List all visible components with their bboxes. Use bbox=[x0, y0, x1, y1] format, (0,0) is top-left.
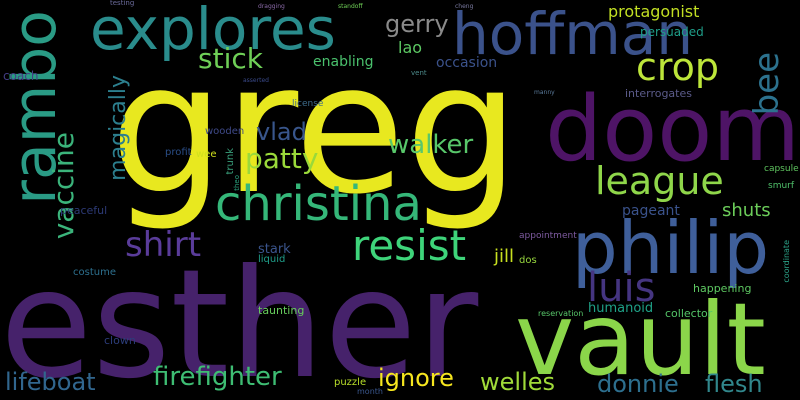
word-vault: vault bbox=[515, 281, 766, 398]
word-coach: coach bbox=[3, 69, 39, 83]
word-hoffman: hoffman bbox=[452, 0, 694, 68]
word-cheng: cheng bbox=[455, 3, 474, 10]
word-capsule: capsule bbox=[764, 164, 799, 174]
word-donnie: donnie bbox=[597, 370, 679, 398]
word-appointment: appointment bbox=[519, 231, 577, 241]
word-patty: patty bbox=[245, 142, 319, 175]
word-luis: luis bbox=[587, 265, 656, 311]
word-standoff: standoff bbox=[338, 3, 363, 10]
word-costume: costume bbox=[73, 267, 116, 278]
word-philip: philip bbox=[572, 206, 770, 290]
word-shirt: shirt bbox=[125, 225, 202, 265]
word-occasion: occasion bbox=[436, 55, 498, 71]
word-explores: explores bbox=[90, 0, 336, 63]
word-manny: manny bbox=[534, 89, 555, 96]
word-asserted: asserted bbox=[243, 77, 269, 84]
word-clown: clown bbox=[104, 334, 136, 347]
word-persuaded: persuaded bbox=[640, 25, 704, 39]
word-bee: bee bbox=[747, 52, 787, 116]
word-theo: theo bbox=[233, 175, 241, 191]
word-vlad: vlad bbox=[256, 118, 307, 146]
word-protagonist: protagonist bbox=[608, 2, 700, 21]
word-collector: collector bbox=[665, 307, 713, 320]
word-resist: resist bbox=[352, 221, 467, 270]
word-magically: magically bbox=[106, 75, 131, 181]
word-gerry: gerry bbox=[385, 10, 449, 38]
word-reservation: reservation bbox=[538, 309, 584, 318]
word-wooden: wooden bbox=[205, 126, 245, 137]
word-esther: esther bbox=[0, 238, 479, 400]
word-dos: dos bbox=[519, 255, 537, 266]
word-vaccine: vaccine bbox=[47, 132, 80, 240]
word-doom: doom bbox=[545, 77, 800, 182]
word-walker: walker bbox=[388, 130, 474, 160]
word-pageant: pageant bbox=[622, 203, 680, 219]
word-stark: stark bbox=[258, 242, 291, 257]
word-license: license bbox=[292, 99, 324, 109]
word-stick: stick bbox=[198, 42, 263, 75]
word-coordinate: coordinate bbox=[782, 240, 791, 283]
word-flesh: flesh bbox=[705, 370, 763, 398]
word-crop: crop bbox=[636, 45, 720, 89]
word-enabling: enabling bbox=[313, 54, 374, 70]
word-lifeboat: lifeboat bbox=[5, 368, 96, 396]
word-welles: welles bbox=[480, 368, 555, 396]
word-trunk: trunk bbox=[225, 148, 236, 175]
word-interrogates: interrogates bbox=[625, 87, 692, 100]
word-humanoid: humanoid bbox=[588, 301, 654, 316]
word-peaceful: peaceful bbox=[60, 204, 108, 217]
word-vent: vent bbox=[411, 69, 427, 77]
word-firefighter: firefighter bbox=[153, 362, 282, 392]
word-happening: happening bbox=[693, 282, 752, 295]
word-puzzle: puzzle bbox=[334, 377, 367, 388]
word-profit: profit bbox=[165, 147, 192, 158]
word-shuts: shuts bbox=[722, 200, 771, 221]
word-wee: wee bbox=[196, 149, 217, 160]
word-jill: jill bbox=[494, 246, 515, 267]
word-month: month bbox=[357, 387, 383, 396]
word-ignore: ignore bbox=[378, 364, 454, 392]
word-greg: greg bbox=[110, 25, 520, 234]
word-league: league bbox=[595, 159, 724, 203]
word-liquid: liquid bbox=[258, 254, 286, 265]
word-testing: testing bbox=[110, 0, 135, 7]
word-lao: lao bbox=[398, 38, 423, 57]
word-dragging: dragging bbox=[258, 3, 285, 10]
word-smurf: smurf bbox=[768, 181, 795, 191]
word-christina: christina bbox=[215, 176, 422, 232]
word-taunting: taunting bbox=[258, 304, 305, 317]
